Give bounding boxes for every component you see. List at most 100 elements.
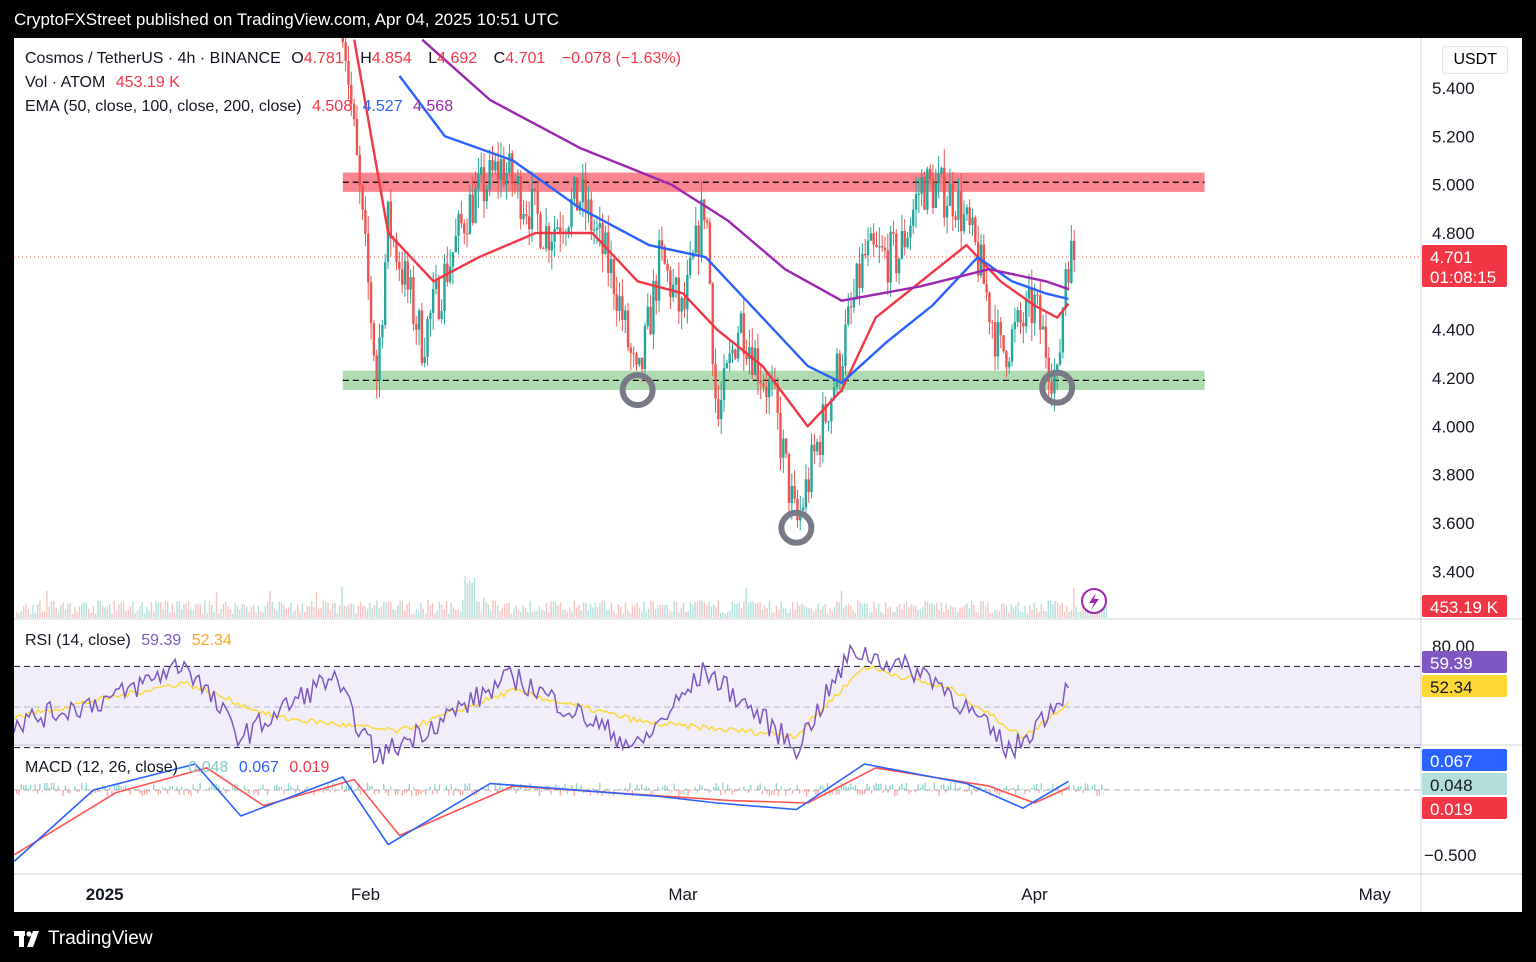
volume-bar: [269, 590, 271, 618]
volume-bar: [826, 613, 829, 618]
macd-histogram-bar: [938, 790, 940, 797]
volume-bar: [847, 603, 850, 618]
macd-histogram-bar: [27, 788, 29, 790]
macd-histogram-bar: [726, 784, 729, 790]
volume-bar: [64, 609, 67, 618]
volume-bar: [1061, 602, 1063, 618]
macd-histogram-bar: [891, 783, 894, 790]
chart-canvas[interactable]: 5.400 5.200 5.000 4.800 4.400 4.200 4.000 3.800…: [14, 38, 1522, 912]
candle-body: [567, 227, 570, 233]
volume-bar: [757, 602, 759, 618]
volume-bar: [227, 606, 229, 618]
volume-bar: [824, 604, 826, 618]
candle-body: [765, 386, 768, 398]
price-tick-label: 5.400: [1432, 79, 1475, 98]
macd-histogram-bar: [408, 783, 410, 790]
rsi-ma-tag: 52.34: [1430, 678, 1473, 697]
volume-bar: [515, 605, 517, 618]
volume-bar: [315, 591, 318, 618]
macd-histogram-bar: [692, 790, 694, 791]
volume-bar: [194, 604, 197, 618]
volume-bar: [322, 600, 325, 618]
volume-bar: [543, 611, 545, 618]
macd-histogram-bar: [55, 790, 57, 792]
volume-bar: [462, 600, 464, 618]
chart-panel[interactable]: 5.400 5.200 5.000 4.800 4.400 4.200 4.000 3.800…: [14, 38, 1522, 912]
volume-bar: [1082, 606, 1084, 618]
volume-bar: [722, 612, 724, 618]
volume-bar: [492, 600, 494, 618]
candle-body: [406, 261, 409, 290]
volume-bar: [190, 608, 192, 618]
volume-bar: [220, 608, 222, 618]
macd-histogram-bar: [450, 783, 452, 790]
macd-histogram-bar: [401, 790, 403, 796]
candle-body: [1002, 335, 1005, 352]
macd-histogram-bar: [664, 784, 666, 790]
macd-histogram-bar: [413, 787, 415, 790]
candle-body: [669, 270, 672, 298]
candle-body: [892, 231, 895, 234]
volume-bar: [394, 610, 397, 618]
macd-histogram-bar: [606, 788, 608, 790]
volume-bar: [703, 602, 706, 618]
macd-histogram-bar: [1012, 787, 1015, 790]
macd-histogram-bar: [989, 790, 991, 796]
macd-histogram-bar: [975, 790, 977, 793]
tradingview-logo[interactable]: TradingView: [14, 928, 153, 950]
volume-bar: [352, 604, 355, 618]
macd-histogram-bar: [120, 786, 122, 790]
candle-body: [965, 207, 969, 215]
macd-histogram-bar: [318, 790, 320, 792]
volume-bar: [34, 612, 36, 618]
volume-bar: [617, 603, 620, 618]
candle-body: [1008, 361, 1011, 368]
candle-body: [1013, 321, 1017, 330]
candle-body: [948, 183, 952, 206]
candle-body: [460, 213, 463, 224]
volume-bar: [768, 600, 771, 618]
macd-histogram-bar: [771, 790, 773, 795]
volume-bar: [441, 604, 443, 618]
candle-body: [607, 232, 610, 274]
macd-histogram-bar: [464, 783, 466, 790]
volume-bar: [236, 606, 239, 618]
candle-body: [649, 306, 652, 335]
volume-bar: [50, 601, 53, 618]
volume-bar: [257, 606, 260, 618]
volume-bar: [192, 610, 194, 618]
macd-histogram-bar: [506, 790, 508, 791]
price-tick-label: 3.400: [1432, 562, 1475, 581]
candle-body: [906, 237, 909, 248]
macd-histogram-bar: [926, 790, 929, 792]
candle-body: [838, 353, 841, 382]
symbol-name[interactable]: Cosmos / TetherUS · 4h · BINANCE: [25, 50, 281, 67]
volume-bar: [759, 602, 761, 618]
candle-body: [821, 404, 825, 456]
macd-histogram-bar: [650, 790, 652, 796]
macd-histogram-bar: [796, 785, 798, 790]
macd-histogram-bar: [636, 784, 638, 790]
currency-button[interactable]: USDT: [1442, 46, 1508, 74]
volume-bar: [1015, 605, 1017, 618]
volume-bar: [494, 600, 497, 618]
macd-histogram-bar: [322, 790, 324, 793]
volume-bar: [199, 603, 201, 618]
volume-bar: [527, 611, 529, 618]
macd-histogram-bar: [466, 785, 469, 790]
macd-histogram-bar: [654, 790, 657, 792]
macd-histogram-bar: [1001, 790, 1003, 794]
volume-bar: [92, 605, 95, 618]
candles: [341, 38, 1076, 531]
volume-bar: [1047, 600, 1049, 618]
macd-histogram-bar: [169, 785, 171, 790]
macd-histogram-bar: [1068, 784, 1070, 790]
volume-bar: [43, 611, 46, 618]
macd-histogram-bar: [1024, 790, 1026, 794]
volume-bar: [754, 603, 757, 618]
macd-histogram-bar: [129, 790, 132, 795]
candle-body: [1010, 329, 1014, 362]
lightning-bolt-icon: [1089, 593, 1099, 610]
macd-histogram-bar: [538, 790, 541, 796]
macd-histogram-bar: [299, 790, 301, 792]
